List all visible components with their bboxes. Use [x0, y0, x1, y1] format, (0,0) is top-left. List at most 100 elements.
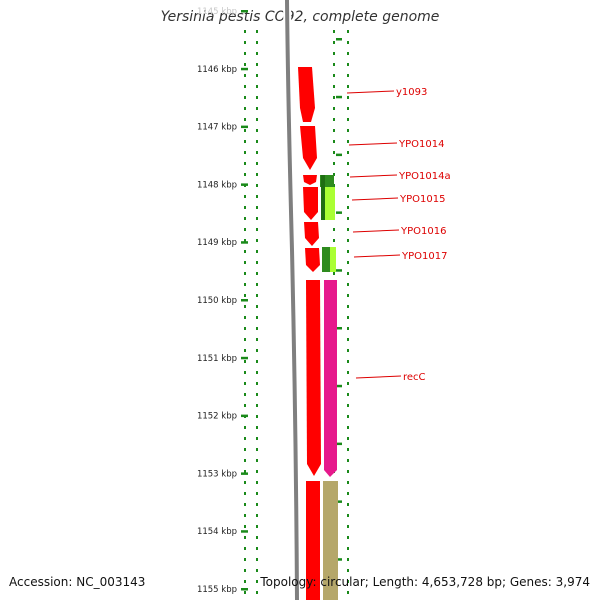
gene-feature-recC[interactable]: [306, 280, 321, 476]
scale-guide-dot: [333, 228, 335, 231]
scale-guide-dot: [347, 349, 349, 352]
scale-guide-dot: [244, 74, 246, 77]
scale-guide-dot: [347, 536, 349, 539]
scale-guide-dot: [244, 217, 246, 220]
gene-leader-line: [352, 229, 400, 233]
gene-label-YPO1015[interactable]: YPO1015: [399, 194, 445, 205]
scale-guide-dot: [347, 107, 349, 110]
scale-guide-dot: [256, 393, 258, 396]
scale-guide-dot: [256, 206, 258, 209]
scale-tick-label: 1154 kbp: [197, 527, 237, 537]
scale-tick-label: 1153 kbp: [197, 469, 237, 479]
scale-guide-dot: [333, 118, 335, 121]
scale-guide-dot: [347, 382, 349, 385]
scale-guide-dot: [244, 503, 246, 506]
scale-guide-dot: [256, 360, 258, 363]
scale-guide-dot: [256, 448, 258, 451]
scale-guide-dot: [244, 206, 246, 209]
scale-guide-dot: [244, 129, 246, 132]
scale-guide-dot: [244, 118, 246, 121]
scale-tick: [241, 125, 248, 129]
scale-guide-dot: [244, 459, 246, 462]
scale-guide-dot: [347, 338, 349, 341]
scale-guide-dot: [347, 580, 349, 583]
scale-guide-dot: [244, 272, 246, 275]
scale-guide-dot: [256, 74, 258, 77]
scale-tick: [241, 472, 248, 475]
scale-guide-dot: [347, 558, 349, 561]
scale-tick: [241, 241, 248, 244]
gene-label-YPO1017[interactable]: YPO1017: [401, 251, 447, 262]
scale-guide-dot: [347, 272, 349, 275]
scale-guide-dot: [244, 261, 246, 264]
scale-guide-dot: [256, 536, 258, 539]
scale-guide-dot: [347, 470, 349, 473]
scale-guide-dot: [347, 96, 349, 99]
scale-tick: [241, 356, 248, 360]
scale-guide-dot: [256, 195, 258, 198]
gene-label-YPO1014a[interactable]: YPO1014a: [398, 171, 451, 182]
scale-guide-dot: [244, 316, 246, 319]
scale-guide-dot: [347, 492, 349, 495]
scale-guide-dot: [256, 327, 258, 330]
scale-guide-dot: [347, 503, 349, 506]
gene-label-YPO1014[interactable]: YPO1014: [398, 139, 444, 150]
scale-guide-dot: [347, 30, 349, 33]
gene-label-y1093[interactable]: y1093: [396, 87, 427, 98]
scale-guide-dot: [256, 283, 258, 286]
scale-guide-dot: [256, 415, 258, 418]
scale-guide-dot: [333, 239, 335, 242]
gene-feature-YPO1016[interactable]: [304, 222, 319, 246]
scale-guide-dot: [244, 41, 246, 44]
scale-guide-dot: [244, 140, 246, 143]
cds-feature-next[interactable]: [323, 481, 338, 600]
cds-feature-YPO1015-stripe: [321, 175, 325, 220]
gene-leader-line: [349, 174, 398, 178]
scale-guide-dot: [347, 52, 349, 55]
gene-feature-YPO1017[interactable]: [305, 248, 320, 272]
cds-track: [320, 175, 338, 600]
scale-guide-dot: [256, 250, 258, 253]
gene-feature-YPO1015[interactable]: [303, 187, 318, 220]
scale-tick-minor: [336, 384, 342, 388]
cds-feature-recC[interactable]: [324, 280, 337, 477]
scale-tick-minor: [336, 211, 342, 214]
scale-guide-dot: [244, 239, 246, 242]
scale-guide-dot: [256, 591, 258, 594]
scale-guide-dot: [347, 426, 349, 429]
scale-tick-minor: [336, 500, 342, 503]
scale-guide-dot: [244, 393, 246, 396]
scale-guide-dot: [256, 525, 258, 528]
scale-guide-dot: [347, 569, 349, 572]
gene-label-recC[interactable]: recC: [403, 372, 426, 383]
scale-guide-dot: [347, 41, 349, 44]
gene-label-YPO1016[interactable]: YPO1016: [400, 226, 446, 237]
scale-guide-dot: [256, 107, 258, 110]
scale-guide-dot: [244, 96, 246, 99]
scale-guide-dot: [347, 294, 349, 297]
scale-guide-dot: [347, 162, 349, 165]
scale-guide-dot: [333, 85, 335, 88]
scale-guide-dot: [256, 52, 258, 55]
scale-guide-dot: [256, 184, 258, 187]
scale-guide-dot: [256, 239, 258, 242]
gene-feature-YPO1014[interactable]: [300, 126, 317, 170]
scale-guide-dot: [347, 448, 349, 451]
gene-feature-YPO1014a[interactable]: [303, 175, 317, 185]
scale-guide-dot: [347, 261, 349, 264]
scale-guide-dot: [347, 459, 349, 462]
scale-guide-dot: [244, 481, 246, 484]
scale-tick-label: 1147 kbp: [197, 123, 237, 133]
scale-guide-dot: [244, 305, 246, 308]
scale-guide-dot: [256, 558, 258, 561]
scale-guide-dot: [333, 63, 335, 66]
scale-guide-dot: [347, 547, 349, 550]
scale-guide-dot: [333, 30, 335, 33]
scale-guide-dot: [256, 580, 258, 583]
scale-guide-dot: [333, 41, 335, 44]
scale-tick-label: 1149 kbp: [197, 238, 237, 248]
gene-feature-y1093[interactable]: [298, 67, 315, 122]
gene-feature-next[interactable]: [306, 481, 320, 600]
scale-guide-dot: [347, 228, 349, 231]
gene-leader-line: [353, 254, 401, 258]
